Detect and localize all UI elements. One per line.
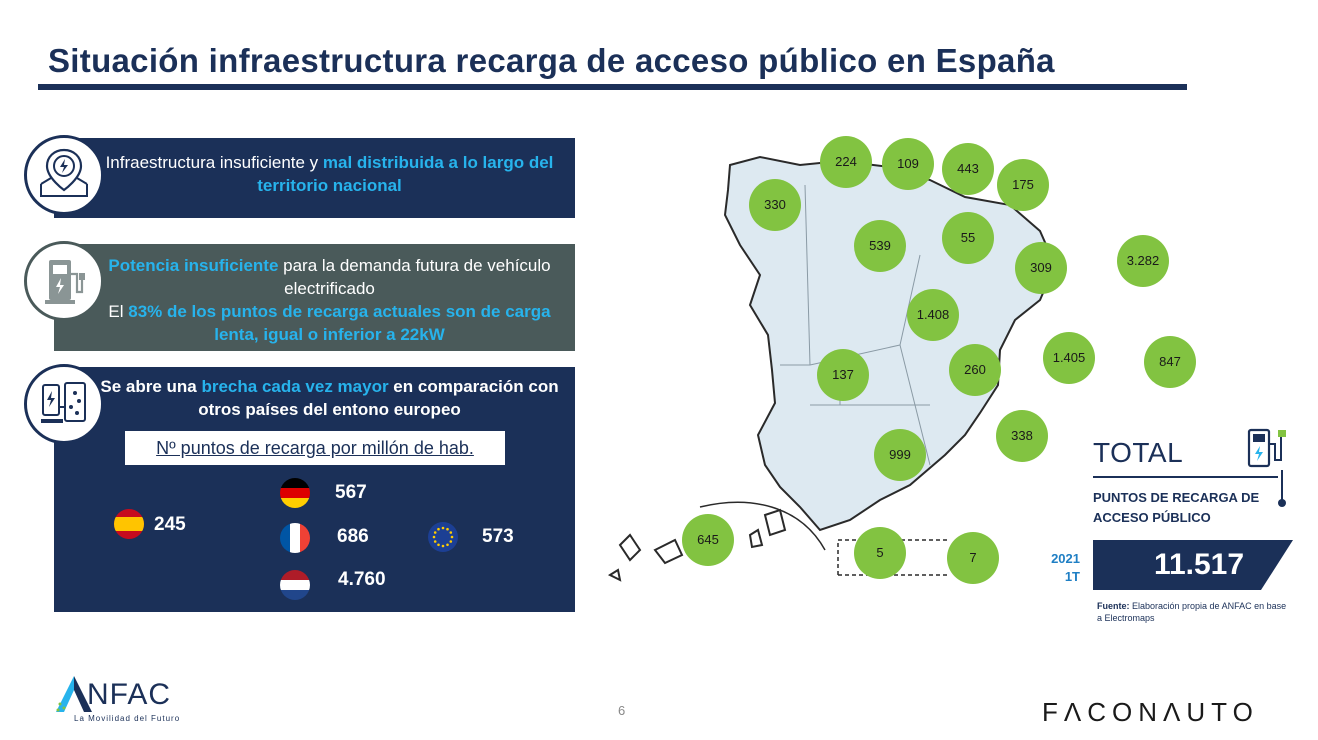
total-rule xyxy=(1093,476,1278,478)
charging-station-icon xyxy=(24,241,104,321)
faconauto-logo: FΛCONΛUTO xyxy=(1042,697,1259,727)
panel2-highlight-2: 83% de los puntos de recarga actuales so… xyxy=(128,302,551,344)
panel3-plain-a: Se abre una xyxy=(100,377,202,396)
panel3-highlight: brecha cada vez mayor xyxy=(201,377,389,396)
canary-islands-shape xyxy=(607,508,787,582)
charger-icon xyxy=(1247,428,1286,507)
panel1-highlight: mal distribuida a lo largo del territori… xyxy=(257,153,554,195)
anfac-logo-mark xyxy=(56,676,92,712)
bubble-cantabria: 109 xyxy=(882,138,934,190)
bubble-valencia: 1.405 xyxy=(1043,332,1095,384)
page-number: 6 xyxy=(618,703,626,718)
source-text: Elaboración propia de ANFAC en base a El… xyxy=(1097,601,1287,623)
bubble-castilla-leon: 539 xyxy=(854,220,906,272)
spain-flag-icon xyxy=(114,509,144,539)
bubble-galicia: 330 xyxy=(749,179,801,231)
canary-inset-line xyxy=(699,501,826,551)
charging-location-icon xyxy=(24,135,104,215)
bubble-ceuta: 5 xyxy=(854,527,906,579)
bubble-asturias: 224 xyxy=(820,136,872,188)
panel2-plain-1: para la demanda futura de vehículo elect… xyxy=(278,256,551,298)
panel-gap-text: Se abre una brecha cada vez mayor en com… xyxy=(94,375,565,421)
netherlands-value: 4.760 xyxy=(338,569,386,590)
bubble-madrid: 1.408 xyxy=(907,289,959,341)
bubble-murcia: 338 xyxy=(996,410,1048,462)
bubble-la-rioja: 55 xyxy=(942,212,994,264)
panel-distribution: Infraestructura insuficiente y mal distr… xyxy=(54,138,575,218)
source-label: Fuente: xyxy=(1097,601,1130,611)
anfac-wordmark: NFAC xyxy=(87,678,172,711)
germany-flag-icon xyxy=(280,478,310,508)
bubble-castilla-la-mancha: 260 xyxy=(949,344,1001,396)
france-value: 686 xyxy=(337,526,369,547)
france-flag-icon xyxy=(280,523,310,553)
bubble-pais-vasco: 443 xyxy=(942,143,994,195)
total-period: 2021 1T xyxy=(1046,550,1080,586)
bubble-aragon: 309 xyxy=(1015,242,1067,294)
panel-gap: Se abre una brecha cada vez mayor en com… xyxy=(54,367,575,612)
source-note: Fuente: Elaboración propia de ANFAC en b… xyxy=(1097,600,1287,624)
bubble-navarra: 175 xyxy=(997,159,1049,211)
total-label: TOTAL xyxy=(1093,437,1184,468)
netherlands-flag-icon xyxy=(280,570,310,600)
panel2-plain-2: El xyxy=(108,302,129,321)
panel-power: Potencia insuficiente para la demanda fu… xyxy=(54,244,575,351)
eu-value: 573 xyxy=(482,526,514,547)
per-million-subhead: Nº puntos de recarga por millón de hab. xyxy=(125,431,505,465)
spain-value: 245 xyxy=(154,514,186,535)
eu-flag-icon xyxy=(428,522,458,552)
bubble-canarias: 645 xyxy=(682,514,734,566)
anfac-tagline: La Movilidad del Futuro xyxy=(74,714,181,723)
bubble-andalucia: 999 xyxy=(874,429,926,481)
total-value-box xyxy=(1093,540,1293,590)
panel2-highlight-1: Potencia insuficiente xyxy=(108,256,279,275)
bubble-cataluna: 3.282 xyxy=(1117,235,1169,287)
page-title: Situación infraestructura recarga de acc… xyxy=(48,42,1055,79)
total-value: 11.517 xyxy=(1153,548,1245,581)
panel-distribution-text: Infraestructura insuficiente y mal distr… xyxy=(94,151,565,197)
bubble-melilla: 7 xyxy=(947,532,999,584)
total-year: 2021 xyxy=(1051,551,1080,566)
charging-plug-icon xyxy=(24,364,104,444)
panel-power-text: Potencia insuficiente para la demanda fu… xyxy=(94,254,565,346)
germany-value: 567 xyxy=(335,482,367,503)
anfac-logo: NFAC La Movilidad del Futuro xyxy=(50,674,210,726)
total-quarter: 1T xyxy=(1064,569,1080,584)
ceuta-melilla-inset xyxy=(837,539,950,576)
panel3-plain-b: en comparación con otros países del ento… xyxy=(198,377,559,419)
title-underline xyxy=(38,84,1187,90)
bubble-baleares: 847 xyxy=(1144,336,1196,388)
panel1-plain: Infraestructura insuficiente y xyxy=(105,153,323,172)
bubble-extremadura: 137 xyxy=(817,349,869,401)
total-subtitle: PUNTOS DE RECARGA DE ACCESO PÚBLICO xyxy=(1093,490,1260,525)
